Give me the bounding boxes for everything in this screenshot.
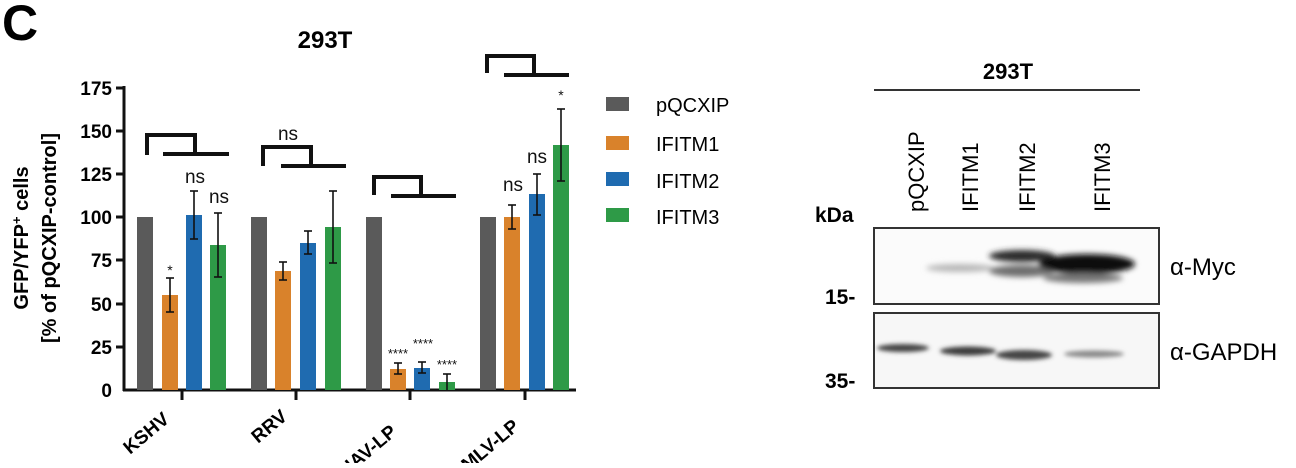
western-blot: 293T pQCXIP IFITM1 IFITM2 IFITM3 kDa 15-… bbox=[815, 59, 1277, 393]
svg-text:ns: ns bbox=[527, 147, 547, 168]
panel-label: C bbox=[2, 0, 38, 51]
bar-kshv-pqcxip bbox=[137, 217, 153, 390]
svg-text:50: 50 bbox=[91, 295, 112, 316]
svg-text:0: 0 bbox=[101, 381, 112, 402]
y-axis-label-line2: [% of pQCXIP-control] bbox=[39, 133, 61, 343]
bars bbox=[137, 145, 569, 390]
legend-swatch-ifitm3 bbox=[606, 208, 629, 222]
svg-text:100: 100 bbox=[80, 208, 112, 229]
svg-text:****: **** bbox=[413, 336, 433, 351]
x-label-iav-lp: IAV-LP bbox=[342, 421, 402, 463]
antibody-label-myc: α-Myc bbox=[1170, 254, 1236, 281]
legend-swatch-ifitm1 bbox=[606, 136, 629, 150]
bar-rrv-ifitm1 bbox=[275, 271, 291, 390]
bar-kshv-ifitm3 bbox=[210, 245, 226, 390]
bar-kshv-ifitm1 bbox=[162, 295, 178, 390]
error-bars bbox=[166, 108, 565, 390]
significance-brackets bbox=[145, 54, 569, 198]
bar-mlv-ifitm3 bbox=[553, 145, 569, 390]
lane-label-ifitm3: IFITM3 bbox=[1090, 142, 1115, 212]
bracket-kshv bbox=[145, 133, 197, 155]
x-label-kshv: KSHV bbox=[120, 409, 174, 459]
x-label-mlv-lp: MLV-LP bbox=[458, 416, 524, 463]
x-label-rrv: RRV bbox=[248, 406, 292, 448]
significance-labels: * ns ns ns **** **** **** ns ns * bbox=[167, 87, 564, 372]
svg-text:ns: ns bbox=[185, 167, 205, 188]
blot-title: 293T bbox=[983, 59, 1034, 84]
marker-15: 15- bbox=[825, 286, 855, 309]
bracket-iav bbox=[372, 175, 423, 196]
bar-mlv-ifitm2 bbox=[529, 194, 545, 390]
bar-rrv-pqcxip bbox=[251, 217, 267, 390]
lane-label-pqcxip: pQCXIP bbox=[904, 131, 929, 212]
bar-iav-pqcxip bbox=[366, 217, 382, 390]
kda-label: kDa bbox=[815, 204, 854, 227]
bracket-rrv bbox=[261, 145, 313, 166]
svg-text:175: 175 bbox=[80, 79, 112, 100]
svg-text:*: * bbox=[558, 87, 564, 103]
legend-label-pqcxip: pQCXIP bbox=[656, 95, 729, 117]
x-tick-labels: KSHV RRV IAV-LP MLV-LP bbox=[120, 406, 524, 468]
svg-text:ns: ns bbox=[278, 124, 298, 145]
legend: pQCXIP IFITM1 IFITM2 IFITM3 bbox=[606, 95, 729, 229]
svg-text:ns: ns bbox=[209, 187, 229, 208]
y-axis-label-line1: GFP/YFP+ cells bbox=[9, 166, 34, 309]
bar-mlv-ifitm1 bbox=[504, 217, 520, 390]
marker-35: 35- bbox=[825, 370, 855, 393]
antibody-label-gapdh: α-GAPDH bbox=[1170, 339, 1277, 366]
bracket-mlv bbox=[485, 54, 536, 75]
svg-text:25: 25 bbox=[91, 338, 113, 359]
svg-text:ns: ns bbox=[503, 175, 523, 196]
legend-label-ifitm1: IFITM1 bbox=[656, 134, 719, 156]
legend-swatch-pqcxip bbox=[606, 97, 629, 111]
lane-labels: pQCXIP IFITM1 IFITM2 IFITM3 bbox=[904, 131, 1115, 212]
chart-title: 293T bbox=[298, 27, 353, 54]
y-tick-labels: 175 150 125 100 75 50 25 0 bbox=[80, 79, 112, 402]
svg-text:****: **** bbox=[437, 357, 457, 372]
svg-text:****: **** bbox=[388, 346, 408, 361]
bar-mlv-pqcxip bbox=[480, 217, 496, 390]
svg-text:75: 75 bbox=[91, 251, 113, 272]
bar-kshv-ifitm2 bbox=[186, 215, 202, 390]
lane-label-ifitm1: IFITM1 bbox=[958, 142, 983, 212]
legend-label-ifitm2: IFITM2 bbox=[656, 171, 719, 193]
lane-label-ifitm2: IFITM2 bbox=[1015, 142, 1040, 212]
legend-swatch-ifitm2 bbox=[606, 172, 629, 186]
bar-rrv-ifitm3 bbox=[325, 227, 341, 390]
svg-text:*: * bbox=[167, 262, 173, 278]
legend-label-ifitm3: IFITM3 bbox=[656, 207, 719, 229]
svg-text:150: 150 bbox=[80, 122, 112, 143]
svg-text:125: 125 bbox=[80, 165, 112, 186]
bar-rrv-ifitm2 bbox=[300, 243, 316, 390]
